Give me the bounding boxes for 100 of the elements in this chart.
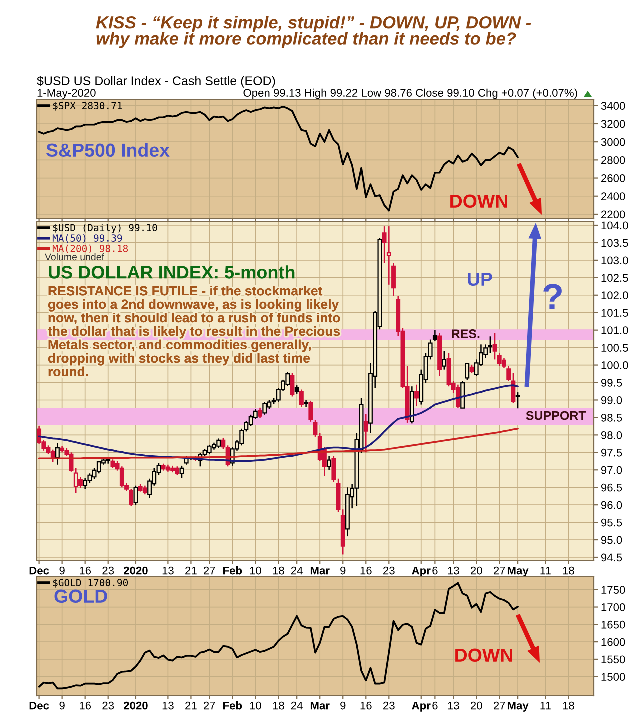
x-tick-label: 18	[273, 566, 284, 575]
y-tick-label: 96.0	[601, 501, 622, 510]
y-tick-label: 101.0	[602, 326, 628, 334]
x-tick-label: 16	[80, 566, 92, 575]
y-tick-label: 1600	[602, 638, 626, 646]
y-tick-label: 1650	[602, 620, 626, 629]
x-tick-label: 27	[494, 702, 506, 710]
y-tick-label: 99.0	[601, 396, 622, 404]
x-tick-label: Feb	[224, 566, 242, 575]
x-tick-label: 20	[470, 702, 482, 710]
x-tick-label: 9	[60, 702, 65, 710]
x-tick-label: 21	[186, 566, 197, 575]
x-tick-label: 23	[384, 702, 395, 710]
x-tick-label: 2020	[124, 702, 148, 710]
y-tick-label: 102.5	[602, 274, 628, 282]
x-tick-label: Mar	[310, 702, 330, 710]
candlestick	[414, 384, 419, 408]
x-tick-label: 10	[250, 566, 262, 575]
x-tick-label: 18	[563, 702, 574, 710]
annotation: DOWN	[450, 194, 508, 208]
x-tick-label: 27	[494, 566, 506, 575]
y-tick-label: 98.0	[601, 431, 622, 440]
candlestick	[258, 407, 262, 420]
annotation: RESISTANCE IS FUTILE - if the stockmarket goes into a 2nd downwave, as is looking likely now, then it should lead to a rush of funds into the dollar that is likely to result in the Precious Metals sector, and commodities generally, dropping with stocks as they did last time round.	[48, 286, 340, 377]
chart-subtitle: $USD US Dollar Index - Cash Settle (EOD)	[37, 76, 276, 88]
x-tick-label: Apr	[412, 566, 431, 577]
candlestick	[37, 426, 42, 445]
candlestick	[313, 420, 318, 438]
annotation: UP	[468, 272, 492, 286]
x-tick-label: 16	[360, 566, 372, 575]
x-tick-label: 24	[291, 566, 303, 575]
x-tick-label: 13	[162, 702, 174, 710]
y-tick-label: 100.5	[602, 344, 628, 352]
x-tick-label: Mar	[310, 566, 330, 575]
candlestick	[465, 362, 470, 381]
chart-title: KISS - “Keep it simple, stupid!” - DOWN, UP, DOWN - why make it more complicated than it needs to be?	[96, 16, 532, 48]
candlestick	[332, 456, 336, 483]
annotation: Volume undef	[45, 253, 104, 261]
x-tick-label: May	[508, 702, 529, 712]
y-tick-label: 99.5	[601, 379, 622, 387]
y-tick-label: 103.5	[602, 239, 628, 248]
candlestick	[432, 329, 438, 342]
candlestick	[327, 456, 332, 471]
y-tick-label: 1500	[602, 673, 626, 681]
y-tick-label: 3400	[601, 102, 626, 110]
x-tick-label: 27	[204, 702, 216, 710]
x-tick-label: 11	[540, 566, 551, 575]
x-tick-label: 16	[360, 702, 372, 710]
x-tick-label: 13	[162, 566, 174, 575]
y-tick-label: 102.0	[602, 292, 628, 300]
y-tick-label: 3200	[601, 120, 626, 128]
x-tick-label: 6	[432, 702, 438, 710]
y-tick-label: 1550	[602, 656, 626, 664]
y-tick-label: 2600	[602, 174, 626, 182]
annotation: GOLD	[54, 590, 108, 604]
annotation: S&P500 Index	[46, 143, 170, 158]
candlestick	[134, 485, 138, 506]
x-tick-label: 13	[448, 702, 460, 710]
band-label: SUPPORT	[526, 411, 586, 420]
candlestick	[299, 389, 304, 408]
y-tick-label: 2200	[602, 210, 626, 219]
candlestick	[442, 350, 447, 370]
y-tick-label: 94.5	[601, 554, 622, 562]
candlestick	[364, 414, 368, 454]
candlestick	[308, 400, 314, 423]
candlestick	[492, 332, 498, 360]
candlestick	[221, 437, 226, 450]
x-tick-label: Dec	[30, 702, 50, 710]
legend-label: $GOLD 1700.90	[53, 578, 128, 588]
legend-label: MA(200) 98.18	[52, 244, 128, 254]
annotation: DOWN	[456, 648, 512, 662]
x-tick-label: 24	[291, 702, 303, 710]
y-tick-label: 2800	[602, 156, 626, 164]
legend-label: $SPX 2830.71	[53, 102, 122, 111]
x-tick-label: 20	[470, 566, 482, 575]
x-tick-label: 18	[563, 566, 574, 575]
legend-label: $USD (Daily) 99.10	[53, 224, 158, 234]
x-tick-label: 18	[273, 702, 284, 710]
y-tick-label: 104.0	[602, 222, 628, 230]
x-tick-label: 13	[448, 566, 460, 575]
x-tick-label: 2020	[124, 566, 148, 575]
y-tick-label: 103.0	[602, 256, 628, 265]
x-tick-label: Dec	[30, 566, 50, 575]
candlestick	[56, 442, 60, 466]
x-tick-label: 27	[204, 566, 216, 575]
band-label: RES.	[452, 330, 480, 338]
candlestick	[180, 465, 184, 479]
text: 1-May-2020	[38, 89, 96, 100]
annotation: ?	[544, 284, 562, 310]
x-tick-label: Apr	[412, 702, 431, 712]
y-tick-label: 1700	[602, 604, 626, 612]
y-tick-label: 98.5	[601, 414, 622, 422]
annotation: US DOLLAR INDEX: 5-month	[49, 266, 295, 279]
candlestick	[290, 372, 295, 398]
legend-label: MA(50) 99.39	[52, 234, 122, 244]
x-tick-label: 9	[60, 566, 65, 575]
x-tick-label: 21	[186, 702, 197, 710]
x-tick-label: 23	[102, 702, 114, 710]
candlestick	[83, 478, 88, 490]
y-tick-label: 1750	[602, 586, 626, 594]
